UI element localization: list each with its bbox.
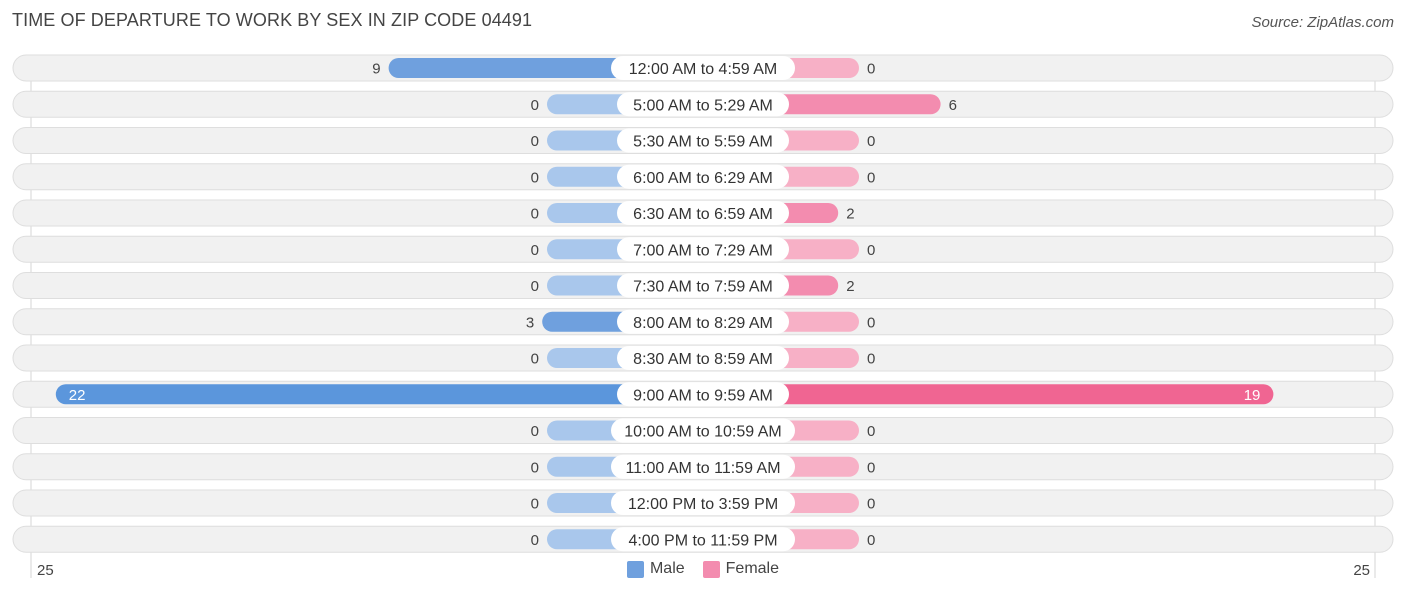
category-pill: [617, 382, 789, 407]
category-label: 12:00 AM to 4:59 AM: [629, 61, 778, 78]
legend-label-female: Female: [725, 560, 780, 577]
male-value-label: 0: [531, 496, 539, 513]
legend: Male Female: [0, 560, 1406, 578]
category-label: 10:00 AM to 10:59 AM: [624, 424, 781, 441]
male-value-label: 0: [531, 206, 539, 223]
male-value-label: 0: [531, 133, 539, 150]
male-value-label: 22: [69, 387, 86, 404]
chart-source: Source: ZipAtlas.com: [1251, 14, 1394, 31]
category-label: 7:30 AM to 7:59 AM: [633, 279, 773, 296]
female-bar: [703, 384, 1274, 405]
category-pill: [617, 164, 789, 189]
category-pill: [611, 527, 795, 552]
female-value-label: 0: [867, 423, 875, 440]
category-pill: [617, 309, 789, 334]
male-value-label: 0: [531, 532, 539, 549]
female-value-label: 0: [867, 61, 875, 78]
category-pill: [611, 418, 795, 443]
female-value-label: 0: [867, 242, 875, 259]
axis-left-label: 25: [37, 562, 54, 579]
category-label: 6:30 AM to 6:59 AM: [633, 206, 773, 223]
male-value-label: 9: [372, 61, 380, 78]
male-value-label: 0: [531, 97, 539, 114]
female-value-label: 0: [867, 169, 875, 186]
legend-label-male: Male: [649, 560, 685, 577]
female-value-label: 0: [867, 351, 875, 368]
category-pill: [617, 346, 789, 370]
category-label: 5:00 AM to 5:29 AM: [633, 97, 773, 114]
male-value-label: 0: [531, 351, 539, 368]
female-value-label: 19: [1244, 387, 1261, 404]
male-value-label: 0: [531, 459, 539, 476]
legend-swatch-male: [626, 560, 644, 578]
male-value-label: 0: [531, 278, 539, 295]
legend-item-female[interactable]: Female: [702, 560, 780, 578]
female-value-label: 2: [846, 278, 854, 295]
female-value-label: 0: [867, 532, 875, 549]
category-label: 11:00 AM to 11:59 AM: [625, 460, 780, 477]
female-value-label: 6: [949, 97, 957, 114]
category-pill: [611, 56, 795, 80]
category-label: 6:00 AM to 6:29 AM: [633, 170, 773, 187]
category-pill: [611, 491, 795, 515]
category-pill: [611, 454, 795, 479]
category-pill: [617, 92, 789, 117]
male-bar: [55, 384, 704, 405]
category-label: 5:30 AM to 5:59 AM: [633, 134, 773, 151]
female-value-label: 0: [867, 133, 875, 150]
axis-right-label: 25: [1353, 562, 1370, 579]
male-value-label: 0: [531, 423, 539, 440]
male-value-label: 0: [531, 169, 539, 186]
category-label: 8:00 AM to 8:29 AM: [633, 315, 773, 332]
category-label: 8:30 AM to 8:59 AM: [633, 351, 773, 368]
chart-title: TIME OF DEPARTURE TO WORK BY SEX IN ZIP …: [12, 10, 533, 30]
female-value-label: 0: [867, 459, 875, 476]
category-pill: [617, 237, 789, 262]
category-pill: [617, 128, 789, 153]
category-label: 12:00 PM to 3:59 PM: [628, 496, 778, 513]
legend-swatch-female: [702, 560, 720, 578]
female-value-label: 0: [867, 496, 875, 513]
category-label: 4:00 PM to 11:59 PM: [628, 532, 777, 549]
category-label: 7:00 AM to 7:29 AM: [633, 242, 773, 259]
category-label: 9:00 AM to 9:59 AM: [633, 387, 773, 404]
legend-item-male[interactable]: Male: [626, 560, 685, 578]
female-value-label: 2: [846, 206, 854, 223]
male-value-label: 0: [531, 242, 539, 259]
category-pill: [617, 273, 789, 298]
category-pill: [617, 201, 789, 225]
male-value-label: 3: [526, 314, 534, 331]
female-value-label: 0: [867, 314, 875, 331]
